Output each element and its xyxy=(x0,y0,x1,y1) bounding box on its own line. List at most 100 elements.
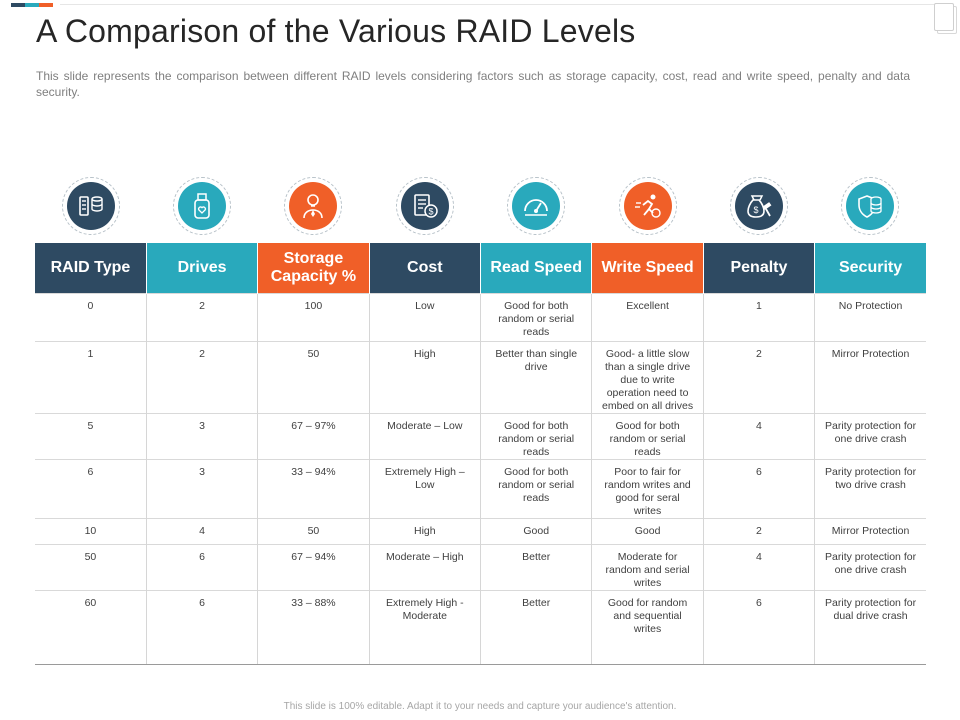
column-header: Drives xyxy=(145,243,258,294)
table-cell: Excellent xyxy=(591,293,704,342)
table-cell: 0 xyxy=(35,293,147,342)
icon-ring xyxy=(618,177,677,235)
slide-title: A Comparison of the Various RAID Levels xyxy=(36,13,636,49)
table-cell: 50 xyxy=(257,341,370,414)
table-cell: 67 – 94% xyxy=(257,544,370,591)
table-row: 1 2 50 High Better than single drive Good- a … xyxy=(35,341,926,414)
shield-database-icon xyxy=(846,182,895,230)
table-cell: 1 xyxy=(35,341,147,414)
icon-cell xyxy=(815,177,926,235)
table-cell: Good xyxy=(479,518,592,545)
table-cell: 4 xyxy=(702,413,815,460)
top-divider xyxy=(60,4,934,5)
slide-subtitle: This slide represents the comparison bet… xyxy=(36,69,910,99)
table-cell: 100 xyxy=(257,293,370,342)
table-cell: Good for both random or serial reads xyxy=(479,459,592,519)
table-cell: Parity protection for dual drive crash xyxy=(814,590,926,665)
icon-cell xyxy=(481,177,592,235)
table-cell: Extremely High - Moderate xyxy=(368,590,481,665)
column-header: Penalty xyxy=(702,243,815,294)
table-row: 60 6 33 – 88% Extremely High - Moderate Bett… xyxy=(35,590,926,665)
icon-cell: $ xyxy=(369,177,480,235)
icon-cell xyxy=(258,177,369,235)
column-header: Write Speed xyxy=(591,243,704,294)
table-cell: Mirror Protection xyxy=(814,518,926,545)
table-cell: 67 – 97% xyxy=(257,413,370,460)
svg-text:$: $ xyxy=(428,207,433,217)
table-cell: 6 xyxy=(702,459,815,519)
table-header-row: RAID Type Drives Storage Capacity % Cost Rea… xyxy=(35,243,926,294)
table-cell: 33 – 94% xyxy=(257,459,370,519)
table-row: 10 4 50 High Good Good 2 Mirror Protection xyxy=(35,518,926,545)
table-cell: High xyxy=(368,341,481,414)
idea-person-icon xyxy=(289,182,338,230)
table-cell: Good for both random or serial reads xyxy=(479,293,592,342)
table-cell: 2 xyxy=(145,341,258,414)
table-cell: 6 xyxy=(702,590,815,665)
icon-ring xyxy=(284,177,343,235)
table-cell: Good for random and sequential writes xyxy=(591,590,704,665)
table-cell: High xyxy=(368,518,481,545)
table-cell: 2 xyxy=(702,341,815,414)
table-cell: Parity protection for two drive crash xyxy=(814,459,926,519)
table-cell: Good xyxy=(591,518,704,545)
money-gavel-icon: $ xyxy=(734,182,783,230)
raid-comparison-table: RAID Type Drives Storage Capacity % Cost Rea… xyxy=(35,243,926,665)
column-header: Cost xyxy=(368,243,481,294)
icon-ring xyxy=(841,177,900,235)
table-cell: Good for both random or serial reads xyxy=(591,413,704,460)
top-accent-bar xyxy=(11,3,53,7)
table-cell: No Protection xyxy=(814,293,926,342)
slide-footer: This slide is 100% editable. Adapt it to… xyxy=(283,701,677,712)
icon-cell xyxy=(35,177,146,235)
table-cell: 3 xyxy=(145,459,258,519)
table-cell: Better xyxy=(479,544,592,591)
table-row: 5 3 67 – 97% Moderate – Low Good for both ra… xyxy=(35,413,926,460)
table-cell: 10 xyxy=(35,518,147,545)
table-cell: 3 xyxy=(145,413,258,460)
invoice-cost-icon: $ xyxy=(400,182,449,230)
table-cell: Good for both random or serial reads xyxy=(479,413,592,460)
column-header: Read Speed xyxy=(479,243,592,294)
table-cell: Better than single drive xyxy=(479,341,592,414)
table-row: 6 3 33 – 94% Extremely High – Low Good for b… xyxy=(35,459,926,519)
table-cell: 4 xyxy=(145,518,258,545)
table-cell: 1 xyxy=(702,293,815,342)
column-header: Storage Capacity % xyxy=(257,243,370,294)
running-speed-icon xyxy=(623,182,672,230)
table-cell: 6 xyxy=(35,459,147,519)
table-cell: 2 xyxy=(702,518,815,545)
icon-ring: $ xyxy=(395,177,454,235)
icon-cell xyxy=(592,177,703,235)
table-cell: 33 – 88% xyxy=(257,590,370,665)
usb-drive-icon xyxy=(178,182,227,230)
table-cell: 2 xyxy=(145,293,258,342)
table-cell: Moderate – Low xyxy=(368,413,481,460)
icon-cell: $ xyxy=(703,177,814,235)
page-corner-icon xyxy=(934,3,954,31)
table-cell: 60 xyxy=(35,590,147,665)
svg-text:$: $ xyxy=(753,205,758,215)
table-cell: Better xyxy=(479,590,592,665)
column-header: RAID Type xyxy=(35,243,147,294)
table-cell: Extremely High – Low xyxy=(368,459,481,519)
icon-ring: $ xyxy=(729,177,788,235)
column-header: Security xyxy=(814,243,926,294)
table-cell: 50 xyxy=(35,544,147,591)
table-cell: Parity protection for one drive crash xyxy=(814,544,926,591)
icon-ring xyxy=(173,177,232,235)
table-cell: Parity protection for one drive crash xyxy=(814,413,926,460)
table-cell: 4 xyxy=(702,544,815,591)
server-network-icon xyxy=(66,182,115,230)
table-row: 50 6 67 – 94% Moderate – High Better Moderate… xyxy=(35,544,926,591)
table-cell: Poor to fair for random writes and good … xyxy=(591,459,704,519)
table-cell: Low xyxy=(368,293,481,342)
table-cell: 6 xyxy=(145,544,258,591)
speedometer-icon xyxy=(512,182,561,230)
table-row: 0 2 100 Low Good for both random or serial r… xyxy=(35,293,926,342)
icons-row: $ $ xyxy=(35,177,926,235)
table-body: 0 2 100 Low Good for both random or serial r… xyxy=(35,293,926,665)
icon-ring xyxy=(507,177,566,235)
table-cell: Moderate for random and serial writes xyxy=(591,544,704,591)
table-cell: Moderate – High xyxy=(368,544,481,591)
